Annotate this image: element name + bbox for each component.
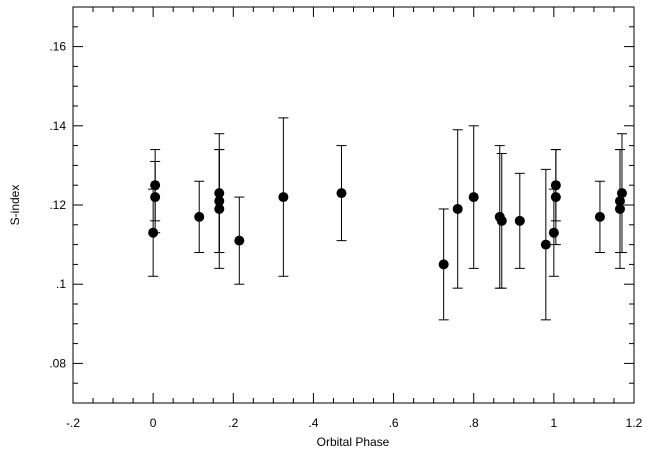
data-point [550,192,561,203]
data-point [548,227,559,238]
data-point [452,203,463,214]
data-point [278,192,289,203]
data-point [214,203,225,214]
data-point [468,192,479,203]
y-tick-label: .08 [49,356,66,370]
data-point [514,215,525,226]
x-tick-label: .8 [469,416,479,430]
y-tick-label: .1 [56,277,66,291]
data-point [540,239,551,250]
data-point [616,188,627,199]
data-point [594,211,605,222]
data-point [438,259,449,270]
data-point [496,215,507,226]
y-tick-label: .16 [49,40,66,54]
data-point [336,188,347,199]
data-point [614,203,625,214]
x-tick-label: -.2 [66,416,80,430]
x-tick-label: .2 [228,416,238,430]
data-point [150,192,161,203]
plot-frame [72,6,635,404]
y-tick-label: .14 [49,119,66,133]
x-tick-label: .4 [308,416,318,430]
y-tick-label: .12 [49,198,66,212]
y-axis-title: S-index [8,185,22,226]
x-tick-label: .6 [389,416,399,430]
x-tick-label: 1 [551,416,558,430]
x-tick-label: 1.2 [626,416,643,430]
data-point [234,235,245,246]
x-axis-title: Orbital Phase [317,435,390,449]
x-tick-label: 0 [150,416,157,430]
data-point [194,211,205,222]
